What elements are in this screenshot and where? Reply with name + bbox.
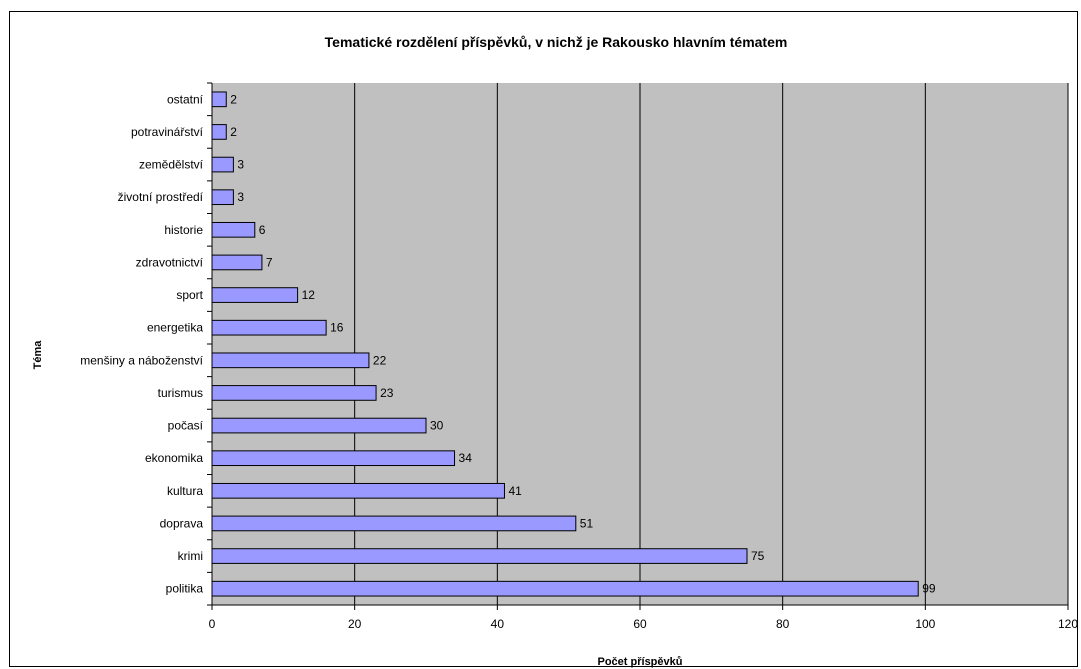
category-label: sport bbox=[176, 288, 203, 302]
data-label: 2 bbox=[230, 125, 237, 139]
bar-14 bbox=[211, 156, 234, 173]
data-label: 3 bbox=[237, 190, 244, 204]
bar-9 bbox=[211, 319, 327, 336]
data-label: 34 bbox=[459, 451, 473, 465]
bars bbox=[211, 91, 919, 597]
category-label: potravinářství bbox=[131, 125, 204, 139]
x-tick-label: 40 bbox=[491, 617, 505, 631]
data-label: 30 bbox=[430, 419, 444, 433]
category-label: krimi bbox=[178, 549, 203, 563]
category-label: ekonomika bbox=[145, 451, 203, 465]
x-tick-label: 120 bbox=[1058, 617, 1078, 631]
data-label: 12 bbox=[302, 288, 316, 302]
bar-13 bbox=[211, 189, 234, 206]
bar-15 bbox=[211, 124, 227, 140]
category-label: počasí bbox=[168, 419, 204, 433]
bar-16 bbox=[211, 91, 227, 108]
bar-5 bbox=[211, 450, 456, 467]
category-label: zemědělství bbox=[139, 158, 204, 172]
bar-2 bbox=[211, 548, 748, 564]
x-tick-label: 80 bbox=[776, 617, 790, 631]
data-label: 7 bbox=[266, 255, 273, 269]
labels: 0 20 40 60 80 100 120 politika 99 krimi 75 doprava 5… bbox=[80, 92, 1078, 631]
bar-10 bbox=[211, 287, 299, 303]
data-label: 75 bbox=[751, 549, 765, 563]
data-label: 23 bbox=[380, 386, 394, 400]
bar-7 bbox=[211, 385, 377, 401]
x-tick-label: 20 bbox=[348, 617, 362, 631]
bar-12 bbox=[211, 221, 256, 238]
category-label: doprava bbox=[160, 516, 204, 530]
data-label: 51 bbox=[580, 516, 594, 530]
bar-8 bbox=[211, 352, 370, 369]
category-label: historie bbox=[164, 223, 203, 237]
category-label: životní prostředí bbox=[118, 190, 204, 204]
category-label: politika bbox=[166, 582, 204, 596]
data-label: 16 bbox=[330, 321, 344, 335]
data-label: 6 bbox=[259, 223, 266, 237]
bar-6 bbox=[211, 417, 427, 434]
category-label: zdravotnictví bbox=[136, 255, 204, 269]
x-tick-label: 100 bbox=[915, 617, 935, 631]
category-label: menšiny a náboženství bbox=[80, 353, 203, 367]
x-axis-title: Počet příspěvků bbox=[598, 656, 683, 668]
data-label: 2 bbox=[230, 92, 237, 106]
data-label: 22 bbox=[373, 353, 387, 367]
category-label: energetika bbox=[147, 321, 203, 335]
data-label: 3 bbox=[237, 158, 244, 172]
axes bbox=[207, 82, 1069, 610]
bar-3 bbox=[211, 515, 577, 532]
x-tick-label: 60 bbox=[633, 617, 647, 631]
data-label: 41 bbox=[508, 484, 522, 498]
grid-lines bbox=[354, 83, 1069, 605]
category-label: kultura bbox=[167, 484, 203, 498]
y-axis-title: Téma bbox=[32, 340, 44, 370]
bar-11 bbox=[211, 254, 263, 271]
bar-1 bbox=[211, 580, 919, 597]
bar-4 bbox=[211, 482, 505, 499]
category-label: turismus bbox=[158, 386, 203, 400]
category-label: ostatní bbox=[167, 92, 204, 106]
data-label: 99 bbox=[922, 582, 936, 596]
x-tick-label: 0 bbox=[209, 617, 216, 631]
chart-title: Tematické rozdělení příspěvků, v nichž j… bbox=[325, 34, 788, 50]
